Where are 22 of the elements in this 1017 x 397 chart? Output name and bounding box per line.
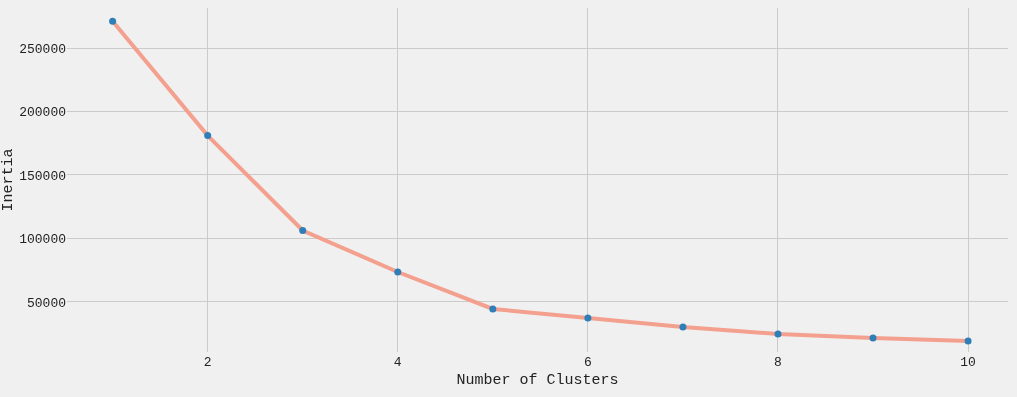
point xyxy=(109,17,117,25)
y-tick-label: 250000 xyxy=(19,41,66,57)
x-tick-label: 10 xyxy=(960,355,976,370)
x-tick-label: 4 xyxy=(393,355,402,370)
x-tick-label: 8 xyxy=(774,355,782,370)
point xyxy=(299,226,307,234)
x-tick-label: 6 xyxy=(583,355,592,370)
point xyxy=(964,337,972,345)
point xyxy=(679,323,687,331)
point xyxy=(774,330,782,338)
x-axis-title: Number of Clusters xyxy=(456,372,619,389)
y-tick-label: 150000 xyxy=(19,168,66,184)
y-axis-title: Inertia xyxy=(0,148,17,212)
y-tick-label: 200000 xyxy=(19,105,66,121)
point xyxy=(584,314,592,322)
point xyxy=(869,334,877,342)
point xyxy=(489,305,497,313)
point xyxy=(394,268,402,276)
y-tick-label: 100000 xyxy=(19,232,66,248)
x-tick-label: 2 xyxy=(203,355,212,370)
y-tick-label: 50000 xyxy=(26,295,66,311)
point xyxy=(204,132,212,140)
